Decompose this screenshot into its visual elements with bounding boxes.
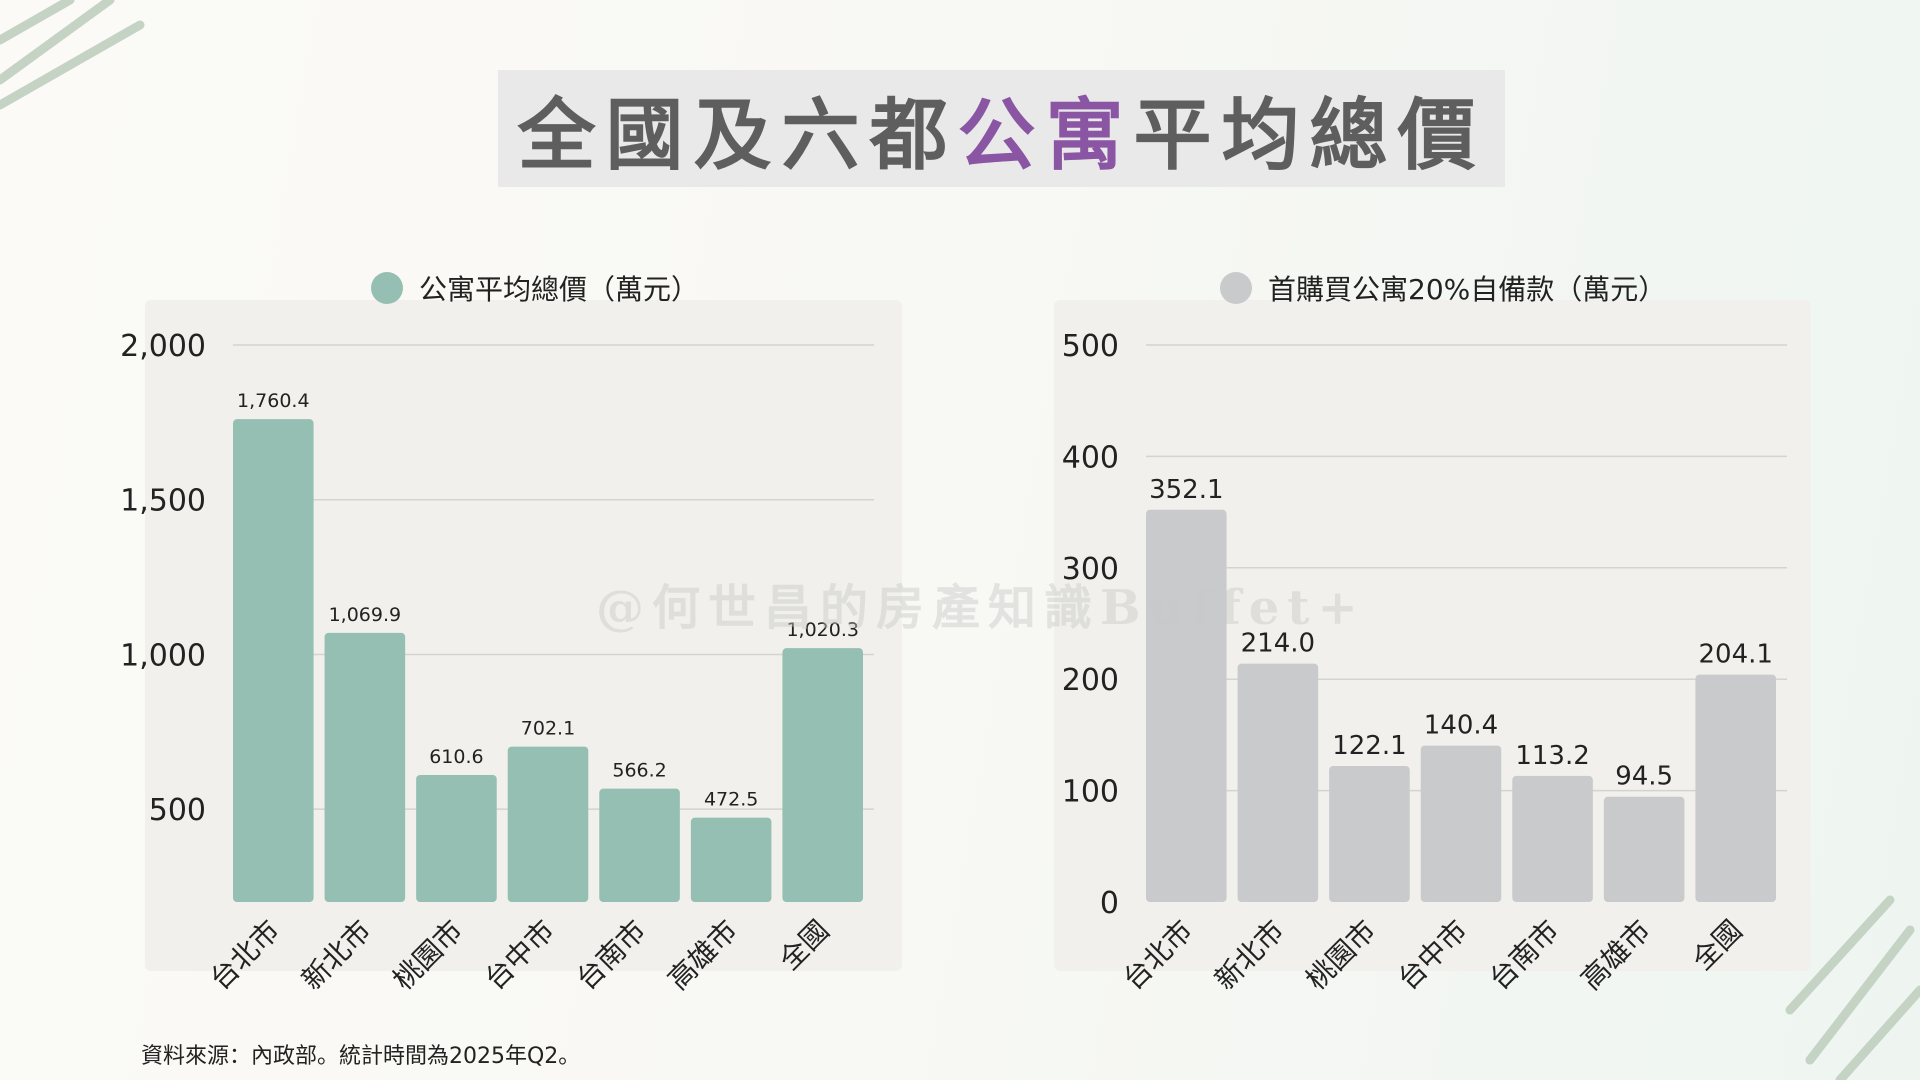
- source-note: 資料來源：內政部。統計時間為2025年Q2。: [141, 1044, 581, 1069]
- y-tick-label: 400: [1062, 440, 1119, 475]
- bar: [1420, 745, 1502, 902]
- data-label: 702.1: [521, 718, 575, 740]
- data-label: 140.4: [1424, 711, 1498, 741]
- data-label: 204.1: [1698, 640, 1772, 670]
- y-tick-label: 2,000: [120, 329, 206, 364]
- bar: [599, 788, 680, 902]
- data-label: 94.5: [1615, 762, 1673, 792]
- legend-right: 首購買公寓20%自備款（萬元）: [1220, 268, 1666, 308]
- legend-swatch: [371, 272, 403, 304]
- data-label: 122.1: [1332, 731, 1406, 761]
- bar: [1512, 775, 1593, 902]
- decorative-scribble-top-left: [0, 0, 145, 110]
- data-label: 352.1: [1149, 475, 1223, 505]
- x-tick-label: 桃園市: [1300, 914, 1383, 997]
- decorative-scribble-bottom-right: [1785, 895, 1920, 1080]
- bar: [324, 632, 406, 902]
- data-label: 1,020.3: [786, 619, 859, 641]
- data-label: 610.6: [429, 746, 483, 768]
- watermark: @何世昌的房產知識Buffet+: [596, 580, 1366, 636]
- data-label: 1,760.4: [237, 390, 310, 412]
- title-part2: 平均總價: [1133, 89, 1486, 181]
- y-tick-label: 300: [1062, 552, 1119, 587]
- x-tick-label: 高雄市: [1574, 914, 1657, 997]
- bar: [507, 746, 589, 902]
- bar: [1329, 765, 1410, 902]
- title-highlight: 公寓: [957, 89, 1134, 181]
- y-tick-label: 200: [1062, 663, 1119, 698]
- y-tick-label: 500: [1062, 329, 1119, 364]
- bar: [416, 774, 497, 902]
- x-tick-label: 台南市: [1483, 914, 1566, 997]
- bar: [690, 817, 772, 902]
- data-label: 113.2: [1515, 741, 1589, 771]
- x-tick-label: 全國: [1686, 914, 1749, 977]
- bar: [782, 648, 863, 902]
- y-tick-label: 1,500: [120, 484, 206, 519]
- y-tick-label: 100: [1062, 775, 1119, 810]
- x-tick-label: 台中市: [1391, 914, 1474, 997]
- legend-label: 公寓平均總價（萬元）: [419, 273, 700, 306]
- bar: [1695, 674, 1776, 902]
- x-tick-label: 新北市: [1208, 914, 1291, 997]
- page-title: 全國及六都 公寓 平均總價: [498, 70, 1505, 187]
- data-label: 566.2: [612, 760, 666, 782]
- legend-swatch: [1220, 272, 1252, 304]
- data-label: 472.5: [704, 789, 758, 811]
- legend-label: 首購買公寓20%自備款（萬元）: [1268, 273, 1667, 306]
- y-tick-label: 500: [149, 793, 206, 828]
- data-label: 1,069.9: [329, 604, 402, 626]
- title-part1: 全國及六都: [517, 89, 958, 181]
- x-tick-label: 台北市: [1116, 914, 1199, 997]
- legend-left: 公寓平均總價（萬元）: [371, 268, 699, 308]
- bar: [1603, 796, 1685, 902]
- bar: [1237, 663, 1319, 902]
- y-tick-label: 0: [1100, 886, 1119, 921]
- bar: [233, 419, 314, 902]
- data-label: 214.0: [1241, 629, 1315, 659]
- y-tick-label: 1,000: [120, 638, 206, 673]
- bar: [1146, 509, 1227, 902]
